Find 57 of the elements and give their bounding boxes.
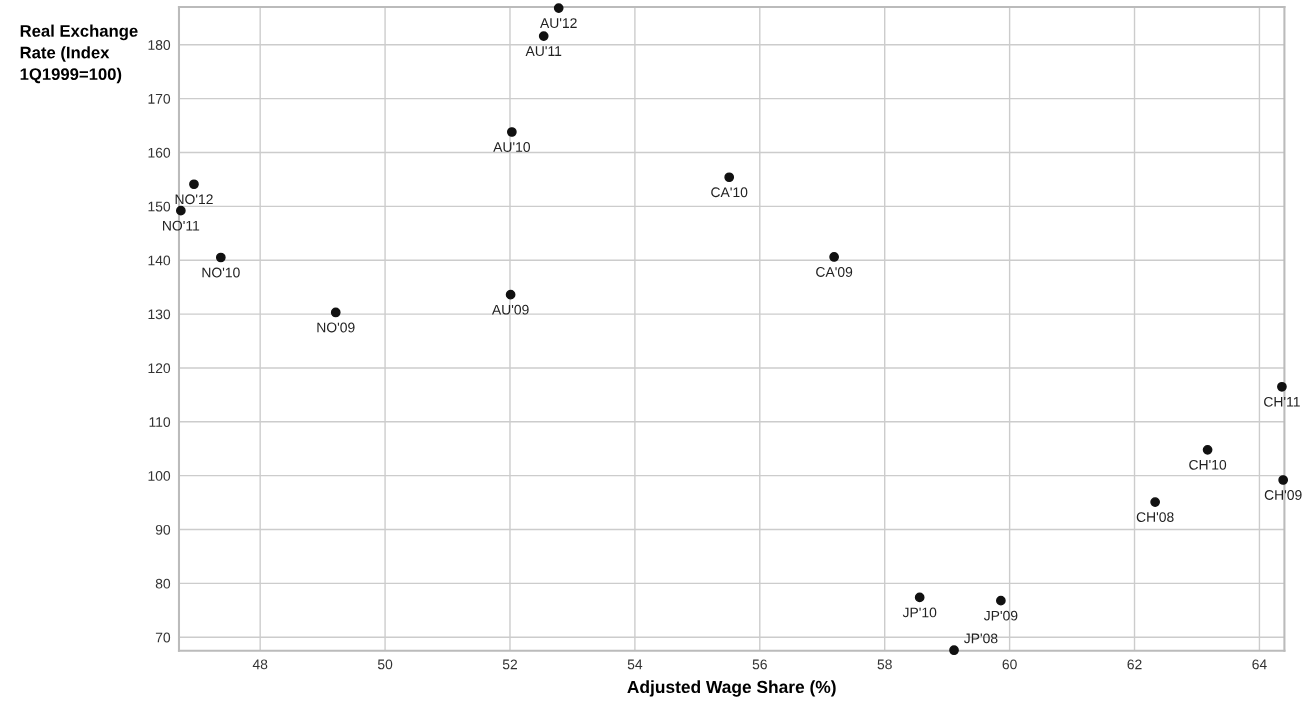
point — [1278, 475, 1289, 485]
y-tick-label: 70 — [155, 632, 171, 643]
point — [829, 252, 839, 262]
point — [949, 645, 959, 656]
x-tick-label: 60 — [1002, 659, 1017, 670]
annotation: NO'12 — [175, 194, 213, 205]
annotation: JP'08 — [963, 633, 998, 644]
annotation: NO'09 — [317, 322, 355, 333]
point — [505, 289, 516, 300]
point — [538, 31, 549, 41]
annotation: AU'10 — [493, 142, 531, 152]
annotation: AU'11 — [525, 46, 562, 57]
annotation: JP'10 — [902, 607, 937, 618]
y-tick-label: 170 — [148, 93, 171, 104]
y-tick-label: 120 — [148, 363, 171, 374]
point — [1150, 497, 1160, 507]
y-tick-label: 140 — [148, 255, 171, 266]
x-tick-label: 54 — [627, 659, 643, 670]
y-tick-label: 110 — [149, 417, 171, 427]
annotation: JP'09 — [983, 610, 1018, 621]
y-tick-label: 160 — [148, 147, 171, 158]
y-tick-label: 90 — [155, 524, 171, 535]
y-tick-label: 100 — [148, 471, 171, 481]
y-tick-label: 150 — [148, 201, 171, 212]
point — [996, 595, 1006, 606]
x-tick-label: 58 — [877, 659, 892, 670]
point — [175, 205, 186, 216]
x-tick-label: 52 — [502, 659, 518, 670]
y-axis-title: Real Exchange Rate (Index 1Q1999=100) — [20, 24, 138, 84]
point — [1202, 444, 1213, 455]
y-tick-label: 130 — [148, 309, 171, 320]
point — [330, 307, 341, 318]
annotation: AU'09 — [491, 304, 529, 315]
annotation: AU'12 — [540, 18, 577, 29]
x-tick-label: 64 — [1252, 659, 1267, 670]
point — [724, 172, 735, 183]
point — [914, 592, 925, 603]
point — [553, 3, 564, 13]
point — [189, 179, 199, 190]
annotation: CH'08 — [1136, 512, 1174, 522]
annotation: CH'11 — [1264, 396, 1300, 407]
y-tick-label: 180 — [148, 40, 171, 50]
x-tick-label: 48 — [252, 659, 268, 670]
annotation: NO'10 — [202, 267, 240, 278]
point — [1277, 381, 1287, 392]
annotation: CH'10 — [1189, 459, 1227, 470]
x-tick-label: 56 — [752, 659, 767, 670]
point — [215, 252, 226, 263]
y-tick-label: 80 — [155, 578, 171, 589]
annotation: CH'09 — [1264, 490, 1302, 500]
annotation: CA'09 — [816, 267, 853, 277]
annotation: NO'11 — [163, 220, 200, 231]
x-tick-label: 50 — [377, 659, 393, 670]
point — [506, 127, 517, 137]
x-tick-label: 62 — [1127, 659, 1142, 670]
annotation: CA'10 — [711, 187, 748, 198]
x-axis-title: Adjusted Wage Share (%) — [627, 680, 836, 697]
